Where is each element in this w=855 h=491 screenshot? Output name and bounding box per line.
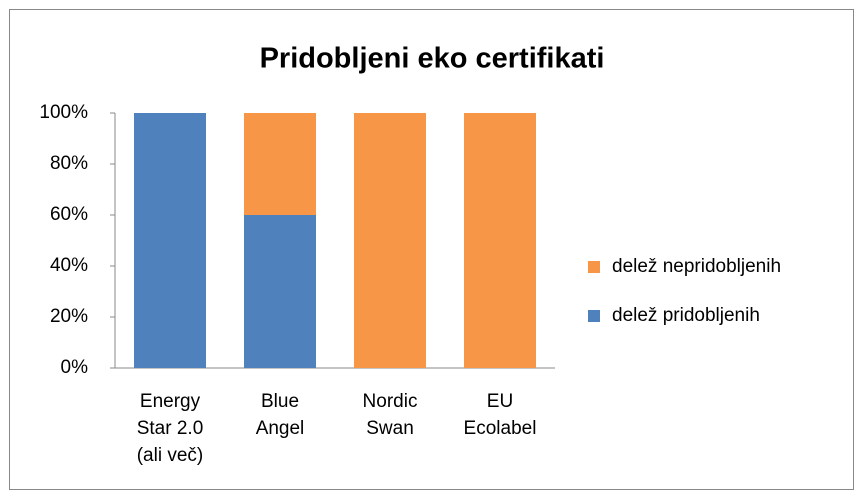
x-tick-label: (ali več): [137, 445, 204, 466]
y-tick-label: 100%: [39, 102, 88, 123]
bar-segment: [134, 113, 206, 368]
y-tick-label: 80%: [50, 153, 88, 174]
x-tick-label: Nordic: [363, 391, 418, 412]
y-tick-label: 40%: [50, 255, 88, 276]
bar-segment: [354, 113, 426, 368]
x-tick-label: EU: [487, 391, 513, 412]
x-tick-label: Energy: [140, 391, 201, 412]
y-tick-label: 20%: [50, 306, 88, 327]
chart-title: Pridobljeni eko certifikati: [260, 43, 605, 75]
legend-label: delež nepridobljenih: [612, 256, 781, 277]
x-tick-label: Ecolabel: [464, 418, 537, 439]
x-tick-label: Angel: [256, 418, 305, 439]
bar-segment: [244, 113, 316, 215]
y-tick-label: 0%: [61, 357, 89, 378]
legend-label: delež pridobljenih: [612, 305, 760, 326]
x-tick-label: Blue: [261, 391, 299, 412]
x-tick-label: Swan: [366, 418, 414, 439]
bar-segment: [464, 113, 536, 368]
x-tick-label: Star 2.0: [137, 418, 204, 439]
legend-swatch: [588, 261, 600, 273]
legend-swatch: [588, 310, 600, 322]
bar-segment: [244, 215, 316, 368]
y-tick-label: 60%: [50, 204, 88, 225]
